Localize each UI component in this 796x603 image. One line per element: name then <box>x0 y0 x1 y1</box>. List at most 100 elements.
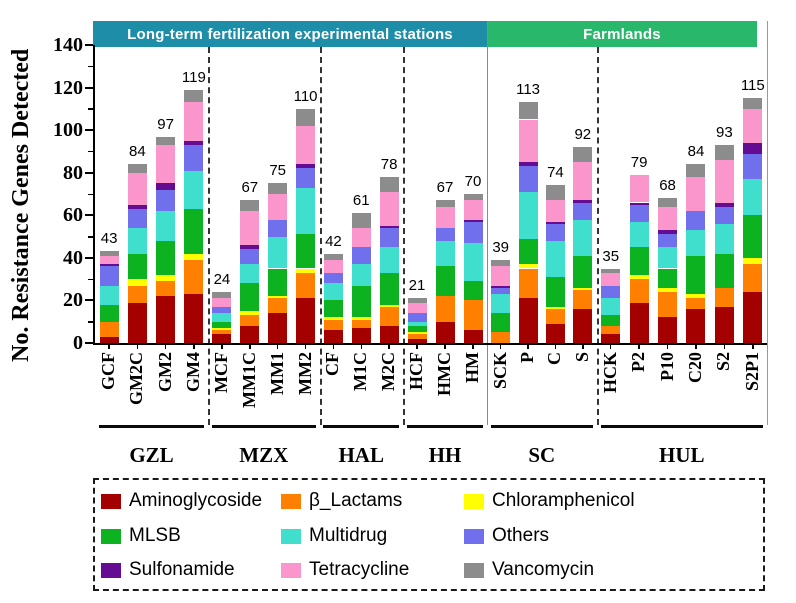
bar-segment-Tetracycline-HM <box>463 200 483 220</box>
bar-segment-Sulfonamide-P10 <box>658 230 678 235</box>
bar-segment-Chloramphenicol-GM2C <box>127 279 147 286</box>
bar-segment-MLSB-HCF <box>407 325 427 333</box>
bar-segment-Tetracycline-MM2 <box>296 125 316 165</box>
x-axis-tick <box>360 343 362 349</box>
bar-segment-Tetracycline-MM1C <box>240 211 260 246</box>
y-axis-tick-label: 120 <box>53 76 83 99</box>
bar-segment-Aminoglycoside-HM <box>463 330 483 343</box>
group-separator-dashed-line <box>319 47 322 425</box>
group-underline-HH <box>407 425 483 428</box>
bar-segment-Aminoglycoside-GCF <box>99 336 119 343</box>
bar-segment-Aminoglycoside-C <box>545 323 565 343</box>
bar-total-label-HCK: 35 <box>602 247 620 265</box>
x-axis-label-HMC: HMC <box>434 352 454 396</box>
y-axis-major-tick <box>85 171 93 174</box>
x-axis-tick <box>444 343 446 349</box>
bar-segment-β_Lactams-S2P1 <box>743 264 763 292</box>
bar-segment-Chloramphenicol-S <box>573 287 593 290</box>
y-axis-minor-tick <box>88 278 93 281</box>
x-axis-label-HM: HM <box>462 352 482 383</box>
bar-segment-Sulfonamide-MM2 <box>296 164 316 169</box>
bar-segment-Aminoglycoside-MM2 <box>296 298 316 343</box>
plot-right-frame-line <box>767 21 768 425</box>
legend: Aminoglycoside MLSB Sulfonamide β_Lactams Mu… <box>93 478 765 591</box>
bar-segment-β_Lactams-M1C <box>351 319 371 329</box>
group-underline-HUL <box>600 425 763 428</box>
bar-segment-β_Lactams-MM1C <box>240 315 260 326</box>
bar-segment-Chloramphenicol-P <box>518 264 538 269</box>
bar-segment-Tetracycline-S <box>573 162 593 201</box>
bar-segment-Multidrug-GM2 <box>156 211 176 241</box>
bar-segment-β_Lactams-MCF <box>212 330 232 335</box>
bar-segment-β_Lactams-HCK <box>601 325 621 335</box>
x-axis-tick <box>638 343 640 349</box>
bar-segment-Multidrug-P2 <box>629 221 649 248</box>
bar-segment-Vancomycin-HCF <box>407 298 427 303</box>
bar-segment-β_Lactams-P10 <box>658 291 678 318</box>
bar-segment-MLSB-CF <box>323 300 343 318</box>
bar-segment-β_Lactams-M2C <box>379 306 399 326</box>
bar-segment-MLSB-MM1 <box>268 268 288 297</box>
x-axis-tick <box>304 343 307 349</box>
bar-segment-Sulfonamide-M2C <box>379 225 399 229</box>
y-axis-major-tick <box>85 44 93 46</box>
x-axis-label-M2C: M2C <box>378 352 399 391</box>
bar-segment-β_Lactams-GM4 <box>184 259 204 295</box>
bar-segment-Aminoglycoside-HCK <box>601 334 621 343</box>
bar-total-label-SCK: 39 <box>492 238 510 256</box>
x-axis-label-GM4: GM4 <box>182 352 203 392</box>
bar-segment-Sulfonamide-S2 <box>714 202 734 207</box>
group-separator-dashed-line <box>403 47 405 425</box>
bar-segment-MLSB-S2 <box>714 253 734 288</box>
bar-segment-MLSB-GM4 <box>184 208 204 254</box>
x-axis-tick <box>666 343 669 349</box>
bar-segment-MLSB-GM2 <box>156 240 176 275</box>
bar-segment-Others-P <box>518 166 538 192</box>
group-underline-HAL <box>323 425 400 428</box>
header-band-stations: Long-term fertilization experimental sta… <box>93 21 487 47</box>
bar-total-label-MM1C: 67 <box>241 179 259 197</box>
bar-segment-β_Lactams-HCF <box>407 334 427 339</box>
group-separator-dashed-line <box>208 47 210 425</box>
bar-segment-Multidrug-HCK <box>601 298 621 316</box>
x-axis-tick <box>609 343 612 349</box>
x-axis-tick <box>193 343 195 349</box>
bar-segment-Multidrug-MM1C <box>240 264 260 284</box>
bar-segment-Vancomycin-C20 <box>686 164 706 177</box>
bar-total-label-M1C: 61 <box>352 192 370 210</box>
bar-segment-β_Lactams-CF <box>323 319 343 331</box>
bar-total-label-GM4: 119 <box>181 68 206 86</box>
bar-segment-MLSB-S <box>573 255 593 288</box>
bar-segment-Vancomycin-GM2C <box>127 164 147 173</box>
group-label-MZX: MZX <box>239 443 289 467</box>
bar-segment-Multidrug-M2C <box>379 247 399 273</box>
bar-segment-Others-C20 <box>686 211 706 231</box>
group-label-SC: SC <box>528 443 556 467</box>
legend-label-Others: Others <box>492 525 550 546</box>
bar-segment-Multidrug-HMC <box>435 240 455 267</box>
header-band-stations-label: Long-term fertilization experimental sta… <box>127 25 453 43</box>
bar-segment-β_Lactams-C <box>545 308 565 324</box>
legend-swatch-Sulfonamide <box>101 563 121 578</box>
y-axis-title: No. Resistance Genes Detected <box>8 48 34 362</box>
x-axis-tick <box>527 343 529 349</box>
bar-segment-Tetracycline-M2C <box>379 191 399 226</box>
bar-segment-Vancomycin-P <box>518 102 538 120</box>
x-axis-label-MM1C: MM1C <box>238 352 259 408</box>
bar-segment-Chloramphenicol-C <box>545 306 565 309</box>
legend-swatch-Chloramphenicol <box>464 494 484 509</box>
bar-segment-Others-GM2 <box>156 189 176 212</box>
y-axis-minor-tick <box>88 193 93 195</box>
bar-segment-Chloramphenicol-MM1 <box>268 296 288 299</box>
bar-total-label-HCF: 21 <box>408 277 426 295</box>
bar-segment-MLSB-MCF <box>212 321 232 329</box>
x-axis-label-CF: CF <box>322 352 343 376</box>
section-separator-line <box>487 21 488 425</box>
bar-segment-Aminoglycoside-MM1C <box>240 325 260 343</box>
bar-segment-Tetracycline-P <box>518 119 538 163</box>
bar-segment-Aminoglycoside-C20 <box>686 308 706 343</box>
bar-segment-Tetracycline-HCK <box>601 272 621 286</box>
bar-segment-Multidrug-MM1 <box>268 236 288 269</box>
bar-segment-MLSB-MM2 <box>296 234 316 269</box>
